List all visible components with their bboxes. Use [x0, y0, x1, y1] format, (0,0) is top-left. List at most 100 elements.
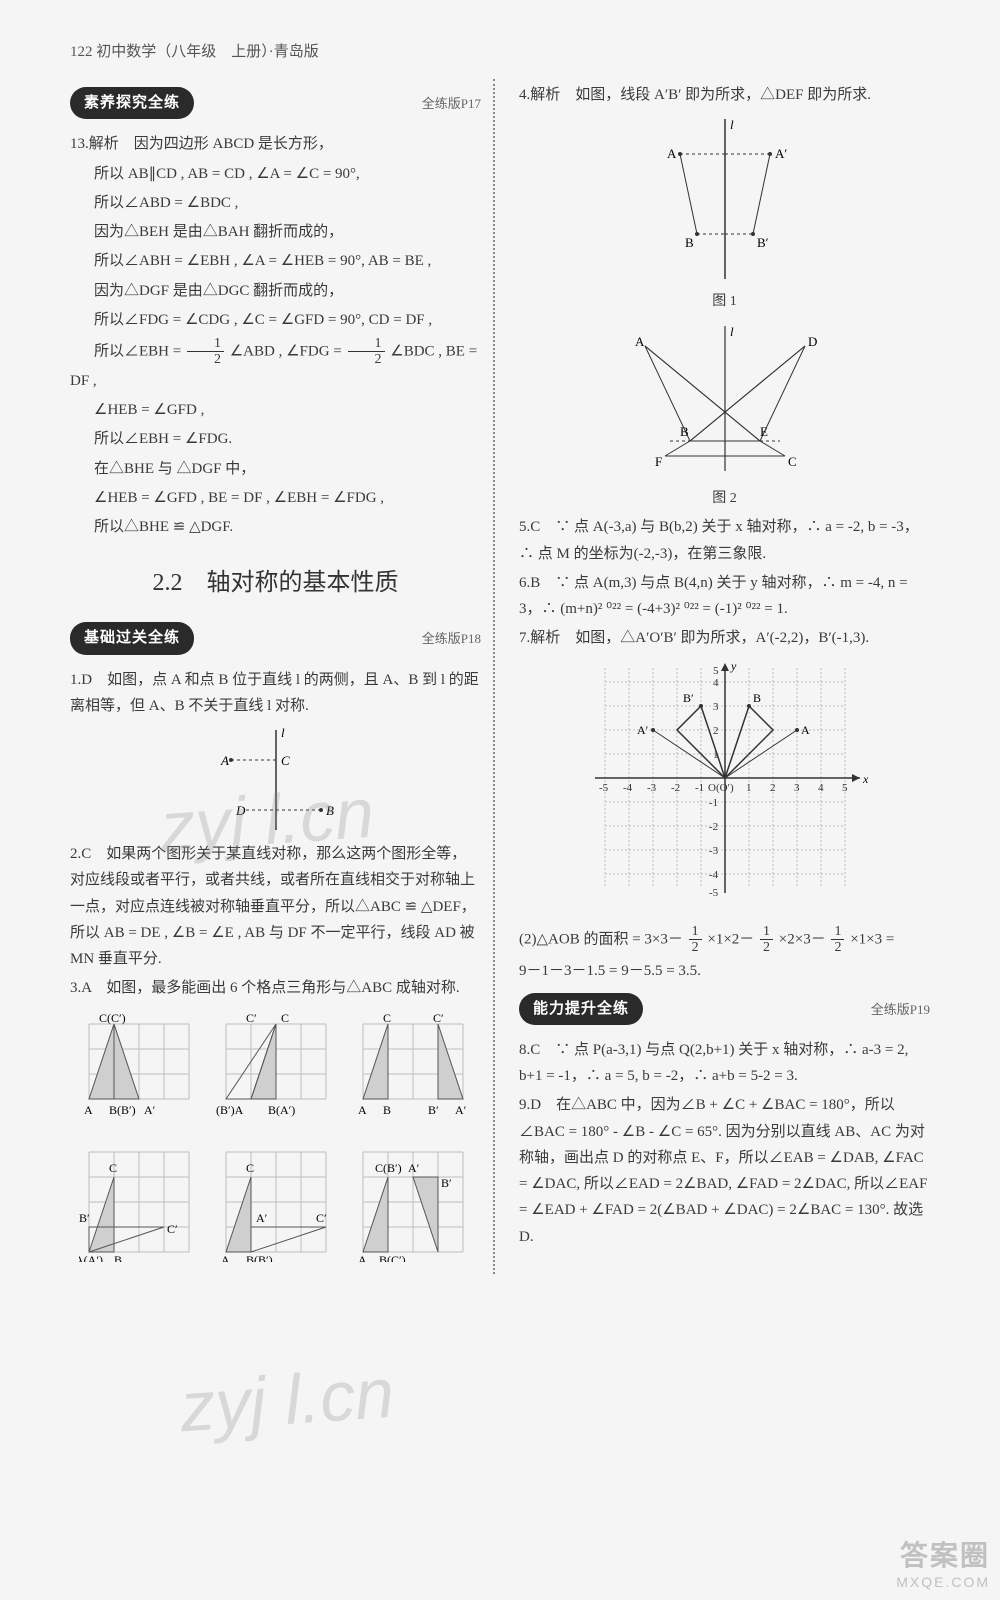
svg-text:B(B′): B(B′) [246, 1253, 273, 1262]
svg-text:D: D [808, 334, 817, 349]
svg-text:F: F [655, 454, 662, 469]
frac-a: 12 [689, 924, 702, 956]
svg-text:A′: A′ [637, 723, 649, 737]
corner-brand: 答案圈 MXQE.COM [896, 1534, 990, 1590]
q13-l12: 所以△BHE ≌ △DGF. [70, 514, 481, 540]
svg-text:B: B [326, 803, 334, 818]
tri-4: C B′C′ A(A′)B [79, 1142, 199, 1262]
q7-area: (2)△AOB 的面积 = 3×3－ 12 ×1×2－ 12 ×2×3－ 12 … [519, 924, 930, 956]
q1: 1.D 如图，点 A 和点 B 位于直线 l 的两侧，且 A、B 到 l 的距离… [70, 667, 481, 720]
tri-6: C(B′) A′ B′ AB(C′) [353, 1142, 473, 1262]
svg-text:1: 1 [746, 782, 752, 794]
svg-text:-5: -5 [599, 782, 609, 794]
q5: 5.C ∵ 点 A(-3,a) 与 B(b,2) 关于 x 轴对称，∴ a = … [519, 514, 930, 567]
fig-q1: l A C D B [201, 725, 351, 835]
svg-text:5: 5 [842, 782, 848, 794]
fig1-cap: 图 1 [519, 290, 930, 315]
frac-half-1: 12 [187, 336, 224, 368]
svg-text:-2: -2 [709, 821, 718, 833]
svg-text:B: B [680, 424, 689, 439]
q2: 2.C 如果两个图形关于某直线对称，那么这两个图形全等，对应线段或者平行，或者共… [70, 841, 481, 972]
q13-l7b: ∠ABD , ∠FDG = [230, 343, 346, 359]
svg-text:C(B′): C(B′) [375, 1161, 402, 1175]
svg-text:C: C [788, 454, 797, 469]
svg-text:A′: A′ [256, 1211, 268, 1225]
svg-text:A(A′): A(A′) [79, 1253, 103, 1262]
ref-p18: 全练版P18 [422, 628, 481, 651]
svg-text:C′: C′ [246, 1014, 257, 1025]
q13-l4: 所以∠ABH = ∠EBH , ∠A = ∠HEB = 90°, AB = BE… [70, 248, 481, 274]
svg-text:2: 2 [770, 782, 776, 794]
svg-text:B(A′): B(A′) [268, 1103, 295, 1117]
svg-text:-4: -4 [623, 782, 633, 794]
grid-row-1: AB(B′)A′ C(C′) (B′)AB(A′) C′C [70, 1008, 481, 1130]
svg-text:A: A [667, 146, 677, 161]
q13-l5: 因为△DGF 是由△DGC 翻折而成的， [70, 278, 481, 304]
fig-r2: l A D B E F C [610, 321, 840, 481]
svg-text:A: A [801, 723, 810, 737]
svg-text:(B′)A: (B′)A [216, 1103, 244, 1117]
svg-text:3: 3 [713, 701, 719, 713]
q13-l8: ∠HEB = ∠GFD , [70, 397, 481, 423]
svg-text:B(C′): B(C′) [379, 1253, 406, 1262]
svg-text:C′: C′ [316, 1211, 327, 1225]
coord-grid: x y -5-4-3-2-1 O(O′) 12345 12345 -1-2-3-… [575, 658, 875, 918]
svg-text:4: 4 [713, 677, 719, 689]
q13-l2: 所以∠ABD = ∠BDC , [70, 190, 481, 216]
frac-b: 12 [760, 924, 773, 956]
q13-l9: 所以∠EBH = ∠FDG. [70, 426, 481, 452]
svg-text:A: A [84, 1103, 93, 1117]
q7b: ×1×2－ [707, 931, 754, 947]
frac-half-2: 12 [348, 336, 385, 368]
q3: 3.A 如图，最多能画出 6 个格点三角形与△ABC 成轴对称. [70, 975, 481, 1001]
svg-text:B: B [114, 1253, 122, 1262]
svg-text:C: C [246, 1161, 254, 1175]
q13-l7a: 所以∠EBH = [94, 343, 185, 359]
q7a: (2)△AOB 的面积 = 3×3－ [519, 931, 683, 947]
svg-text:O(O′): O(O′) [708, 782, 734, 794]
pill-jichu: 基础过关全练 [70, 622, 194, 654]
q7d: ×1×3 = [850, 931, 894, 947]
q13-l6: 所以∠FDG = ∠CDG , ∠C = ∠GFD = 90°, CD = DF… [70, 307, 481, 333]
svg-text:A: A [221, 1253, 230, 1262]
svg-text:C′: C′ [167, 1222, 178, 1236]
q4-head: 4.解析 如图，线段 A′B′ 即为所求，△DEF 即为所求. [519, 82, 930, 108]
svg-text:-3: -3 [647, 782, 657, 794]
svg-text:A′: A′ [455, 1103, 467, 1117]
svg-text:y: y [730, 659, 737, 673]
svg-text:3: 3 [794, 782, 800, 794]
tri-3: AB B′A′ CC′ [353, 1014, 473, 1124]
svg-text:B′: B′ [757, 235, 769, 250]
page-header: 122 初中数学（八年级 上册）·青岛版 [70, 40, 930, 61]
svg-text:4: 4 [818, 782, 824, 794]
svg-text:x: x [862, 772, 869, 786]
q13-l1: 所以 AB∥CD , AB = CD , ∠A = ∠C = 90°, [70, 161, 481, 187]
q7-head: 7.解析 如图，△A′O′B′ 即为所求，A′(-2,2)，B′(-1,3). [519, 625, 930, 651]
svg-text:-3: -3 [709, 845, 719, 857]
q7c: ×2×3－ [779, 931, 826, 947]
svg-text:B: B [383, 1103, 391, 1117]
svg-text:2: 2 [713, 725, 719, 737]
svg-text:-2: -2 [671, 782, 680, 794]
grid-row-2: C B′ C′ A(A′) B C A′ C′ A B(B′) [70, 1136, 481, 1268]
pill-suyang: 素养探究全练 [70, 87, 194, 119]
svg-text:5: 5 [713, 665, 719, 677]
svg-text:A: A [635, 334, 645, 349]
svg-text:-1: -1 [695, 782, 704, 794]
q7-area2: 9－1－3－1.5 = 9－5.5 = 3.5. [519, 958, 930, 984]
q13-l10: 在△BHE 与 △DGF 中， [70, 456, 481, 482]
svg-text:C: C [281, 753, 290, 768]
right-column: 4.解析 如图，线段 A′B′ 即为所求，△DEF 即为所求. l A A′ B… [515, 79, 930, 1274]
svg-text:A′: A′ [408, 1161, 420, 1175]
watermark-2: zyj l.cn [177, 1353, 396, 1448]
svg-text:A: A [220, 753, 229, 768]
svg-text:B′: B′ [428, 1103, 439, 1117]
svg-text:C: C [109, 1161, 117, 1175]
svg-text:B′: B′ [441, 1176, 452, 1190]
q13-l3: 因为△BEH 是由△BAH 翻折而成的， [70, 219, 481, 245]
fig-r1: l A A′ B B′ [635, 114, 815, 284]
svg-text:E: E [760, 424, 768, 439]
svg-text:B: B [685, 235, 694, 250]
svg-text:l: l [281, 725, 285, 740]
svg-text:C′: C′ [433, 1014, 444, 1025]
